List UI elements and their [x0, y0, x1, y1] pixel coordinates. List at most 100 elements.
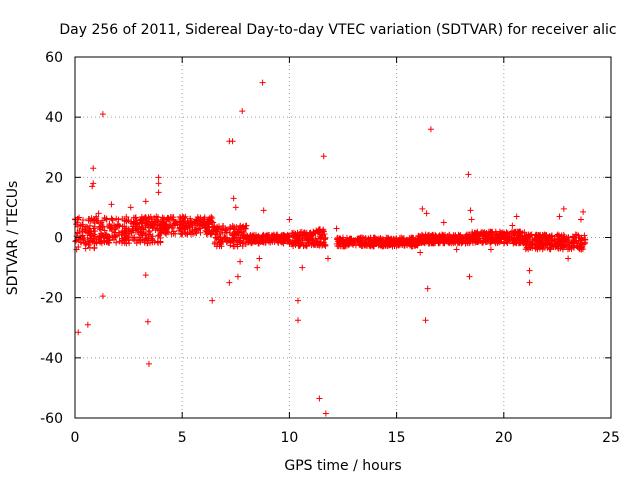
- data-point: [219, 222, 226, 229]
- data-point: [252, 235, 259, 242]
- data-point: [128, 218, 135, 225]
- data-point: [563, 242, 570, 249]
- data-point: [111, 222, 118, 229]
- data-point: [219, 237, 226, 244]
- data-point: [237, 239, 244, 246]
- outlier-point: [226, 279, 233, 286]
- data-point: [316, 238, 323, 245]
- data-point: [234, 230, 241, 237]
- data-point: [184, 230, 191, 237]
- data-point: [77, 239, 84, 246]
- outlier-point: [322, 410, 329, 417]
- outlier-point: [108, 201, 115, 208]
- data-point: [101, 227, 108, 234]
- data-point: [125, 233, 132, 240]
- data-point: [427, 233, 434, 240]
- data-point: [181, 215, 188, 222]
- outlier-point: [453, 246, 460, 253]
- data-point: [84, 224, 91, 231]
- data-point: [362, 235, 369, 242]
- outlier-point: [423, 210, 430, 217]
- data-point: [278, 238, 285, 245]
- data-point: [139, 220, 146, 227]
- data-point: [118, 231, 125, 238]
- x-tick-label: 20: [495, 430, 513, 446]
- data-point: [284, 233, 291, 240]
- data-point: [109, 233, 116, 240]
- outlier-point: [324, 255, 331, 262]
- data-point: [546, 233, 553, 240]
- data-point: [356, 238, 363, 245]
- outlier-point: [90, 180, 97, 187]
- data-point: [454, 236, 461, 243]
- outlier-point: [333, 225, 340, 232]
- data-point: [237, 234, 244, 241]
- data-point: [579, 246, 586, 253]
- data-point: [269, 237, 276, 244]
- data-point: [296, 242, 303, 249]
- y-axis-label: SDTVAR / TECUs: [5, 181, 21, 296]
- data-point: [420, 233, 427, 240]
- data-point: [208, 213, 215, 220]
- outlier-point: [84, 321, 91, 328]
- data-point: [165, 215, 172, 222]
- outlier-point: [155, 189, 162, 196]
- data-point: [551, 235, 558, 242]
- data-point: [109, 216, 116, 223]
- data-point: [85, 242, 92, 249]
- data-point: [149, 236, 156, 243]
- data-point: [242, 222, 249, 229]
- data-point: [160, 228, 167, 235]
- data-point: [447, 238, 454, 245]
- data-point: [575, 237, 582, 244]
- data-point: [182, 218, 189, 225]
- data-point: [243, 235, 250, 242]
- data-point: [474, 230, 481, 237]
- outlier-point: [229, 138, 236, 145]
- data-point: [484, 231, 491, 238]
- data-point: [522, 236, 529, 243]
- data-point: [104, 235, 111, 242]
- data-point: [133, 225, 140, 232]
- outlier-point: [424, 285, 431, 292]
- data-point: [429, 236, 436, 243]
- data-point: [543, 232, 550, 239]
- outlier-point: [427, 126, 434, 133]
- data-point: [135, 237, 142, 244]
- y-tick-label: 0: [54, 231, 63, 247]
- data-point: [213, 224, 220, 231]
- data-point: [568, 243, 575, 250]
- y-tick-label: 60: [45, 50, 63, 66]
- axis-ticks: [74, 56, 612, 419]
- data-point: [212, 231, 219, 238]
- outlier-point: [556, 213, 563, 220]
- data-point: [334, 235, 341, 242]
- data-point: [576, 234, 583, 241]
- data-point: [130, 214, 137, 221]
- data-point: [150, 222, 157, 229]
- outlier-point: [565, 255, 572, 262]
- data-point: [138, 229, 145, 236]
- data-point: [96, 232, 103, 239]
- outlier-point: [256, 255, 263, 262]
- data-point: [566, 239, 573, 246]
- data-point: [376, 240, 383, 247]
- data-point: [310, 231, 317, 238]
- data-point: [322, 235, 329, 242]
- data-point: [166, 218, 173, 225]
- data-point: [320, 241, 327, 248]
- data-point: [129, 234, 136, 241]
- data-point: [457, 232, 464, 239]
- data-point: [87, 222, 94, 229]
- data-point: [383, 239, 390, 246]
- data-point: [391, 239, 398, 246]
- data-point: [172, 230, 179, 237]
- data-point: [123, 240, 130, 247]
- data-point: [526, 233, 533, 240]
- outlier-point: [560, 205, 567, 212]
- data-point: [447, 233, 454, 240]
- data-point: [116, 222, 123, 229]
- data-point: [280, 231, 287, 238]
- data-point: [341, 238, 348, 245]
- data-point: [488, 234, 495, 241]
